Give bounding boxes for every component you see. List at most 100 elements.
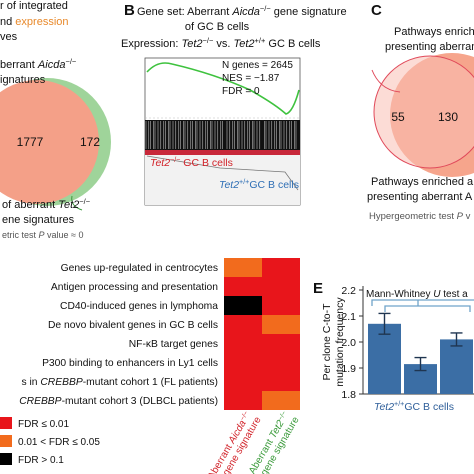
rank-area [145, 155, 300, 205]
y-axis-label: Per clone C-to-T [321, 303, 333, 381]
heatmap-cell [262, 315, 300, 334]
panel-label: E [313, 280, 323, 297]
rank-bar-red [145, 150, 300, 155]
heatmap-row-label: NF-κB target genes [129, 339, 218, 350]
connector [71, 195, 83, 211]
text-segment: Tet2 [219, 179, 239, 191]
heatmap-cell [262, 277, 300, 296]
gsea-group: Tet2−/− GC B cells [150, 156, 233, 169]
y-tick-label: 1.9 [341, 363, 356, 375]
bracket [371, 299, 474, 306]
heatmap-row-label: Genes up-regulated in centrocytes [61, 263, 218, 274]
text-segment: Pathways enriched a [394, 26, 474, 38]
gsea-stat: NES = −1.87 [222, 73, 280, 84]
heatmap-cell [262, 391, 300, 410]
heatmap-row-label: Antigen processing and presentation [51, 282, 218, 293]
text-segment: −/− [277, 410, 288, 422]
heatmap-cell [224, 296, 262, 315]
heatmap-cell [224, 353, 262, 372]
text-segment: Gene set: Aberrant [137, 6, 232, 18]
y-tick-label: 2.1 [341, 311, 356, 323]
heatmap-row-label: CD40-induced genes in lymphoma [60, 301, 218, 312]
text-segment: etric test [2, 230, 39, 240]
panel-a-title: ignatures [0, 74, 46, 86]
text-segment: r of integrated [0, 0, 68, 12]
heatmap-cell [262, 296, 300, 315]
text-segment: Expression: [121, 38, 182, 50]
text-segment: U [433, 289, 441, 300]
error-bar [414, 356, 427, 372]
y-axis-label: mutation frequency [334, 297, 346, 387]
text-segment: −/− [65, 57, 76, 66]
heatmap-row-label: P300 binding to enhancers in Ly1 cells [42, 358, 218, 369]
text-segment: Tet2 [182, 38, 203, 50]
text-segment: Aicda [231, 6, 260, 18]
gsea-stat: N genes = 2645 [222, 60, 293, 71]
stat-test: Mann-Whitney U test a [366, 289, 468, 300]
heatmap-cell [262, 372, 300, 391]
heatmap-cell [224, 391, 262, 410]
enrichment-curve [146, 62, 300, 115]
y-tick-label: 2.0 [341, 337, 356, 349]
text-segment: CD40-induced genes in lymphoma [60, 301, 218, 312]
text-segment: value ≈ 0 [45, 230, 84, 240]
text-segment: Genes up-regulated in centrocytes [61, 263, 218, 274]
legend-swatch [0, 435, 12, 447]
text-segment: P300 binding to enhancers in Ly1 cells [42, 358, 218, 369]
legend-label: FDR ≤ 0.01 [18, 419, 69, 430]
panel-a-caption: of aberrant Tet2−/− [2, 197, 90, 212]
heatmap-cell [262, 353, 300, 372]
x-axis-label: Tet2+/+GC B cells [374, 400, 454, 413]
heatmap-cell [262, 258, 300, 277]
panel-c-title: Pathways enriched a [394, 26, 474, 38]
venn-circle-left [373, 55, 474, 169]
gsea-header: Expression: Tet2−/− vs. Tet2+/+ GC B cel… [121, 36, 321, 51]
gsea-header: Gene set: Aberrant Aicda−/− gene signatu… [137, 4, 347, 19]
text-segment: s in [21, 377, 40, 388]
text-segment: ene signatures [2, 214, 75, 226]
heatmap-cell [224, 258, 262, 277]
heatmap-row-label: De novo bivalent genes in GC B cells [48, 320, 218, 331]
text-segment: of GC B cells [185, 21, 250, 33]
legend-label: 0.01 < FDR ≤ 0.05 [18, 437, 100, 448]
text-segment: of aberrant [2, 199, 58, 211]
rank-metric [146, 155, 299, 191]
bar [368, 323, 401, 394]
heatmap-cell [262, 334, 300, 353]
text-segment: GC B cells [249, 179, 299, 191]
error-bar [450, 332, 463, 347]
y-tick-label: 1.8 [341, 389, 356, 401]
gsea-header: of GC B cells [185, 21, 250, 33]
bracket [384, 305, 471, 312]
text-segment: berrant [0, 59, 38, 71]
text-segment: expression [15, 16, 68, 28]
text-segment: GC B cells [265, 38, 321, 50]
text-segment: FDR = 0 [222, 86, 260, 97]
text-segment: Antigen processing and presentation [51, 282, 218, 293]
connector [371, 69, 401, 93]
text-segment: −/− [170, 156, 180, 164]
text-segment: −/− [79, 197, 90, 206]
panel-a-title: berrant Aicda−/− [0, 57, 76, 72]
text-segment: presenting aberrant [385, 41, 474, 53]
panel-a-title: nd expression [0, 16, 69, 28]
panel-label: B [124, 2, 135, 19]
text-segment: P [457, 211, 464, 222]
venn-count: 1777 [17, 135, 44, 149]
text-segment: CREBBP [19, 396, 61, 407]
panel-c-title: presenting aberrant Aic [385, 41, 474, 53]
text-segment: −/− [260, 4, 271, 13]
panel-c-caption: Pathways enriched a [371, 176, 474, 188]
legend-swatch [0, 453, 12, 465]
text-segment: −/− [239, 410, 250, 422]
text-segment: Aicda [37, 59, 66, 71]
text-segment: GC B cells [404, 401, 454, 413]
text-segment: NES = −1.87 [222, 73, 280, 84]
venn-circle-aicda [0, 80, 99, 204]
y-tick-label: 2.2 [341, 285, 356, 297]
text-segment: Tet2 [58, 199, 79, 211]
text-segment: De novo bivalent genes in GC B cells [48, 320, 218, 331]
error-bar [378, 312, 391, 335]
